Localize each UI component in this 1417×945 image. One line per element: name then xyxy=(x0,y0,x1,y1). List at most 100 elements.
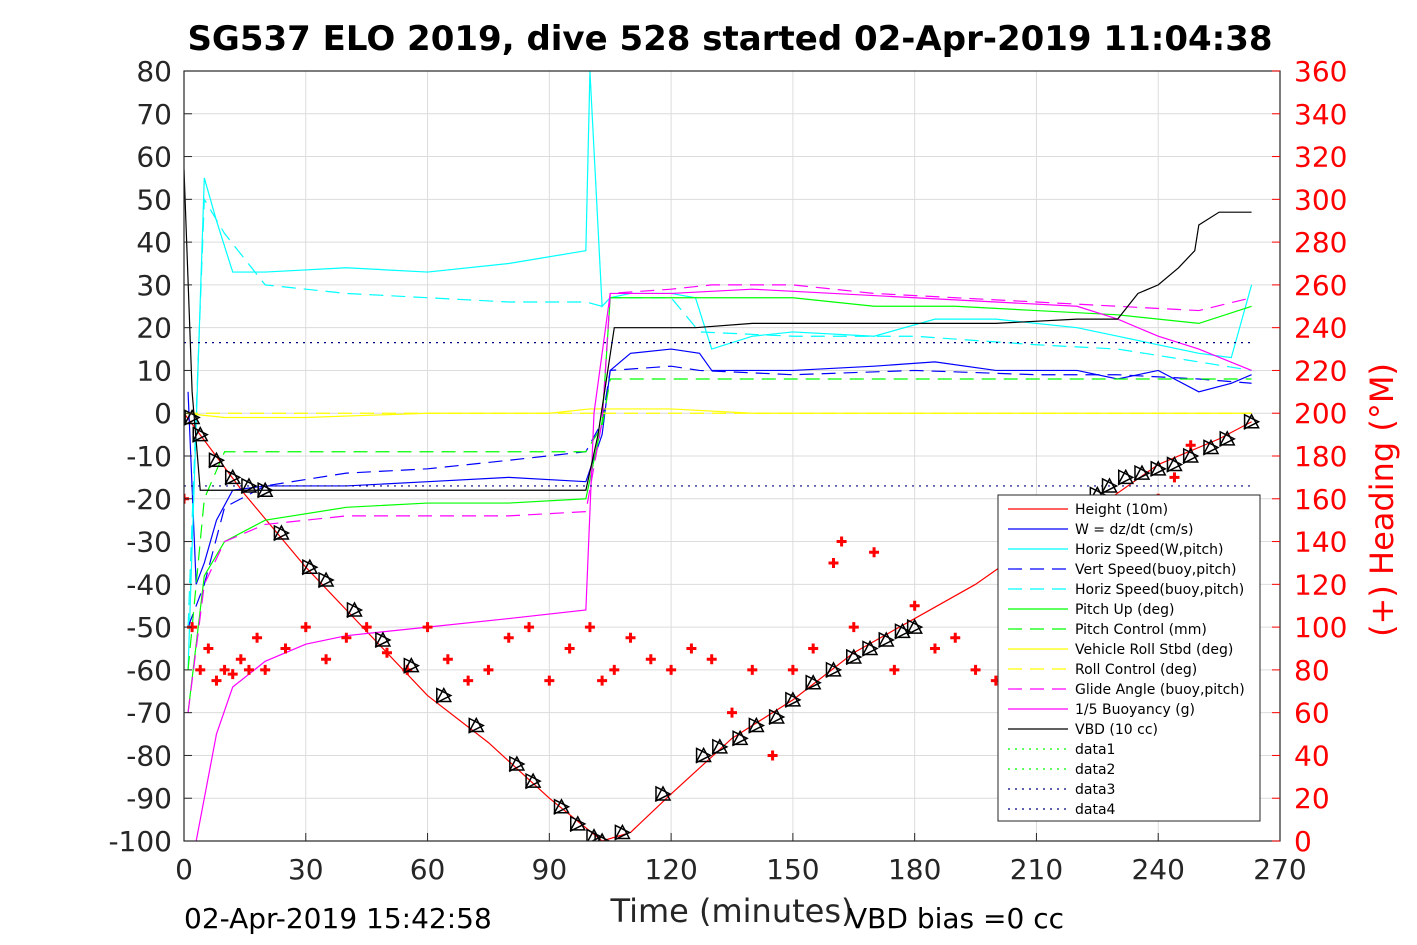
height-marker-up xyxy=(784,691,802,707)
y-right-tick-label: 80 xyxy=(1294,654,1330,687)
height-marker-up xyxy=(1166,455,1183,472)
heading-point xyxy=(195,664,206,675)
legend-label: Height (10m) xyxy=(1075,502,1168,518)
height-marker-right xyxy=(1166,456,1184,473)
height-marker-up xyxy=(825,661,842,677)
y-left-tick-label: -100 xyxy=(108,825,172,858)
height-marker-up xyxy=(894,622,911,639)
height-marker-up xyxy=(1182,447,1199,463)
y-right-tick-label: 360 xyxy=(1294,55,1347,88)
y-right-tick-label: 280 xyxy=(1294,226,1347,259)
y-left-tick-label: -60 xyxy=(126,654,172,687)
y-right-tick-label: 140 xyxy=(1294,526,1347,559)
height-marker-up xyxy=(508,755,526,771)
heading-point xyxy=(645,654,656,665)
y-left-tick-label: 50 xyxy=(136,183,172,216)
legend-label: data4 xyxy=(1075,802,1116,818)
y-left-tick-label: 20 xyxy=(136,312,172,345)
height-marker-right xyxy=(846,648,863,666)
y-left-tick-label: 70 xyxy=(136,98,172,131)
height-marker-up xyxy=(731,729,749,746)
legend-label: Vert Speed(buoy,pitch) xyxy=(1075,562,1237,578)
legend-label: Horiz Speed(buoy,pitch) xyxy=(1075,582,1244,598)
height-marker-right xyxy=(224,469,242,486)
height-marker-right xyxy=(184,409,201,426)
height-marker-right xyxy=(1134,464,1151,482)
legend-label: VBD (10 cc) xyxy=(1075,722,1158,738)
y-right-tick-label: 260 xyxy=(1294,269,1347,302)
series-line-vbd-10-cc xyxy=(184,169,1252,491)
y-right-tick-label: 60 xyxy=(1294,697,1330,730)
y-right-tick-label: 0 xyxy=(1294,825,1312,858)
height-marker-right xyxy=(894,623,912,640)
y-right-tick-label: 200 xyxy=(1294,397,1347,430)
height-marker-right xyxy=(569,815,587,833)
height-marker-up xyxy=(861,639,879,656)
heading-point xyxy=(321,654,332,665)
y-left-tick-label: 10 xyxy=(136,354,172,387)
y-left-tick-label: -70 xyxy=(126,697,172,730)
y-left-tick-label: -80 xyxy=(126,739,172,772)
heading-point xyxy=(260,664,271,675)
heading-point xyxy=(767,750,778,761)
height-marker-right xyxy=(257,482,274,499)
x-tick-label: 180 xyxy=(888,853,941,886)
height-marker-right xyxy=(805,674,822,691)
height-marker-up xyxy=(403,657,420,673)
height-marker-right xyxy=(436,687,453,704)
x-tick-label: 210 xyxy=(1010,853,1063,886)
legend-label: data3 xyxy=(1075,782,1115,798)
heading-point xyxy=(422,622,433,633)
y-left-tick-label: 80 xyxy=(136,55,172,88)
height-marker-up xyxy=(346,601,363,617)
heading-point xyxy=(1169,472,1180,483)
height-marker-up xyxy=(468,716,485,733)
legend-label: Pitch Control (mm) xyxy=(1075,622,1207,638)
height-marker-right xyxy=(403,657,420,674)
height-marker-up xyxy=(711,738,729,754)
height-marker-up xyxy=(1133,464,1151,480)
legend-label: Horiz Speed(W,pitch) xyxy=(1075,542,1223,558)
height-marker-right xyxy=(906,618,924,636)
height-marker-right xyxy=(768,708,786,726)
height-marker-up xyxy=(1117,468,1135,485)
x-tick-label: 150 xyxy=(766,853,819,886)
y-right-tick-label: 180 xyxy=(1294,440,1347,473)
height-marker-right xyxy=(208,452,226,469)
heading-point xyxy=(828,557,839,568)
legend-label: data2 xyxy=(1075,762,1115,778)
height-marker-right xyxy=(318,571,335,589)
heading-point xyxy=(361,622,372,633)
height-marker-up xyxy=(240,477,258,493)
footer-vbd-bias: VBD bias =0 cc xyxy=(848,902,1064,935)
heading-point xyxy=(524,622,535,633)
y-right-tick-label: 240 xyxy=(1294,312,1347,345)
legend-label: W = dz/dt (cm/s) xyxy=(1075,522,1194,538)
heading-point xyxy=(584,622,595,633)
height-marker-up xyxy=(1243,413,1260,429)
height-marker-right xyxy=(785,691,802,709)
heading-point xyxy=(544,675,555,686)
heading-point xyxy=(280,643,291,654)
heading-point xyxy=(970,664,981,675)
height-marker-right xyxy=(862,640,879,657)
legend-label: data1 xyxy=(1075,742,1115,758)
height-marker-right xyxy=(712,738,729,756)
legend-label: Vehicle Roll Stbd (deg) xyxy=(1075,642,1233,658)
height-marker-up xyxy=(273,524,290,540)
height-marker-right xyxy=(586,828,603,841)
height-marker-right xyxy=(1219,430,1236,448)
tick-layer: 0 30 60 90 120 150 180 210 240 270-100-90-80-70-6… xyxy=(108,55,1347,886)
y-right-tick-label: 100 xyxy=(1294,611,1347,644)
heading-point xyxy=(808,643,819,654)
y-left-tick-label: 30 xyxy=(136,269,172,302)
chart-title: SG537 ELO 2019, dive 528 started 02-Apr-… xyxy=(187,19,1272,59)
heading-point xyxy=(300,622,311,633)
height-marker-up xyxy=(1101,477,1118,493)
x-tick-label: 240 xyxy=(1131,853,1184,886)
height-marker-right xyxy=(748,717,766,734)
heading-point xyxy=(483,664,494,675)
height-marker-up xyxy=(1149,460,1167,476)
height-marker-right xyxy=(614,824,632,841)
